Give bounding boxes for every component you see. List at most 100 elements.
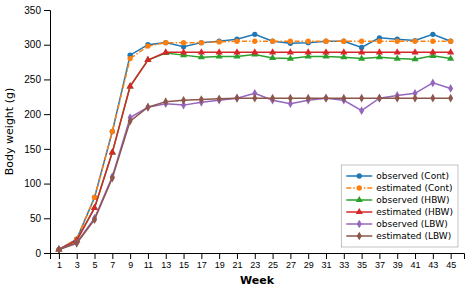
series-marker [430, 94, 435, 103]
series-line [59, 41, 451, 249]
y-tick-label: 300 [24, 39, 41, 50]
series-marker [110, 129, 115, 134]
series-marker [412, 38, 417, 43]
series-marker [92, 195, 97, 200]
x-tick: 3 [75, 253, 80, 270]
series-marker [234, 39, 239, 44]
series-marker [74, 239, 79, 248]
legend-item: estimated (Cont) [346, 183, 452, 193]
x-tick: 7 [110, 253, 115, 270]
x-tick-label: 21 [232, 260, 242, 270]
series-marker [56, 245, 61, 253]
x-tick-mark [290, 253, 291, 259]
series-marker [377, 94, 382, 103]
y-tick: 250 [24, 74, 50, 85]
y-tick: 50 [30, 213, 50, 224]
x-tick-mark [379, 253, 380, 259]
x-tick-label: 9 [128, 260, 133, 270]
x-tick: 45 [446, 253, 456, 270]
series-marker [110, 129, 115, 134]
x-tick-mark [344, 253, 345, 259]
x-tick-mark [237, 253, 238, 259]
series-marker [198, 48, 205, 54]
series-marker [145, 103, 150, 112]
y-axis: 050100150200250300350 [24, 5, 50, 259]
series-marker [287, 48, 294, 54]
series-marker [144, 56, 151, 62]
series-marker [91, 204, 98, 210]
series-marker [127, 56, 132, 61]
x-tick-mark [95, 253, 96, 259]
x-tick: 43 [428, 253, 438, 270]
series-marker [199, 40, 204, 45]
x-tick-label: 13 [161, 260, 171, 270]
x-tick-mark [415, 253, 416, 259]
y-tick: 150 [24, 144, 50, 155]
x-tick-mark [148, 253, 149, 259]
series-marker [92, 195, 97, 200]
y-tick-label: 200 [24, 109, 41, 120]
series-marker [199, 95, 204, 104]
series-marker [288, 94, 293, 103]
x-tick-label: 7 [110, 260, 115, 270]
series-marker [394, 48, 401, 54]
series-marker [252, 94, 257, 103]
series-marker [395, 94, 400, 103]
series-marker [127, 82, 134, 88]
x-tick: 1 [57, 253, 62, 270]
y-tick-mark [44, 114, 50, 115]
series-marker [145, 103, 150, 112]
series-marker [270, 39, 275, 44]
series-marker [429, 48, 436, 54]
legend-marker [356, 196, 363, 202]
x-tick-mark [77, 253, 78, 259]
x-tick: 37 [375, 253, 385, 270]
series-marker [181, 96, 186, 105]
y-tick: 300 [24, 39, 50, 50]
series-marker [199, 40, 204, 45]
series-marker [306, 39, 311, 44]
series-marker [430, 79, 435, 88]
y-tick-label: 50 [30, 213, 42, 224]
legend-label: observed (LBW) [376, 219, 447, 229]
series-marker [323, 39, 328, 44]
series-marker [251, 48, 258, 54]
x-tick-mark [308, 253, 309, 259]
legend-item: estimated (HBW) [346, 207, 453, 217]
series-marker [430, 32, 435, 37]
y-axis-line [44, 11, 51, 254]
series-line [59, 98, 451, 249]
series-marker [288, 39, 293, 44]
x-tick-mark [362, 253, 363, 259]
series-marker [270, 94, 275, 103]
series-marker [412, 39, 417, 44]
x-tick: 9 [128, 253, 133, 270]
x-tick-mark [166, 253, 167, 259]
x-tick: 25 [268, 253, 278, 270]
legend-marker [356, 208, 363, 214]
y-tick-mark [44, 45, 50, 46]
series-marker [217, 39, 222, 44]
legend-label: estimated (Cont) [376, 183, 452, 193]
series-line [59, 52, 451, 249]
x-tick: 17 [197, 253, 207, 270]
y-tick: 100 [24, 178, 50, 189]
legend: observed (Cont)estimated (Cont)observed … [341, 165, 458, 247]
y-tick-label: 150 [24, 144, 41, 155]
x-tick-label: 3 [75, 260, 80, 270]
legend-item: observed (LBW) [346, 219, 447, 229]
series-marker [109, 148, 116, 154]
plot-area: 1357911131517192123252729313335373941434… [24, 5, 464, 271]
legend-label: estimated (LBW) [376, 231, 451, 241]
series-marker [358, 48, 365, 54]
series-marker [110, 174, 115, 183]
series-marker [341, 39, 346, 44]
x-tick-label: 45 [446, 260, 456, 270]
series-marker [341, 94, 346, 103]
series-marker [217, 39, 222, 44]
series-marker [269, 48, 276, 54]
series-marker [163, 40, 168, 45]
y-tick: 350 [24, 5, 50, 16]
series-marker [413, 94, 418, 103]
series-marker [411, 55, 418, 61]
